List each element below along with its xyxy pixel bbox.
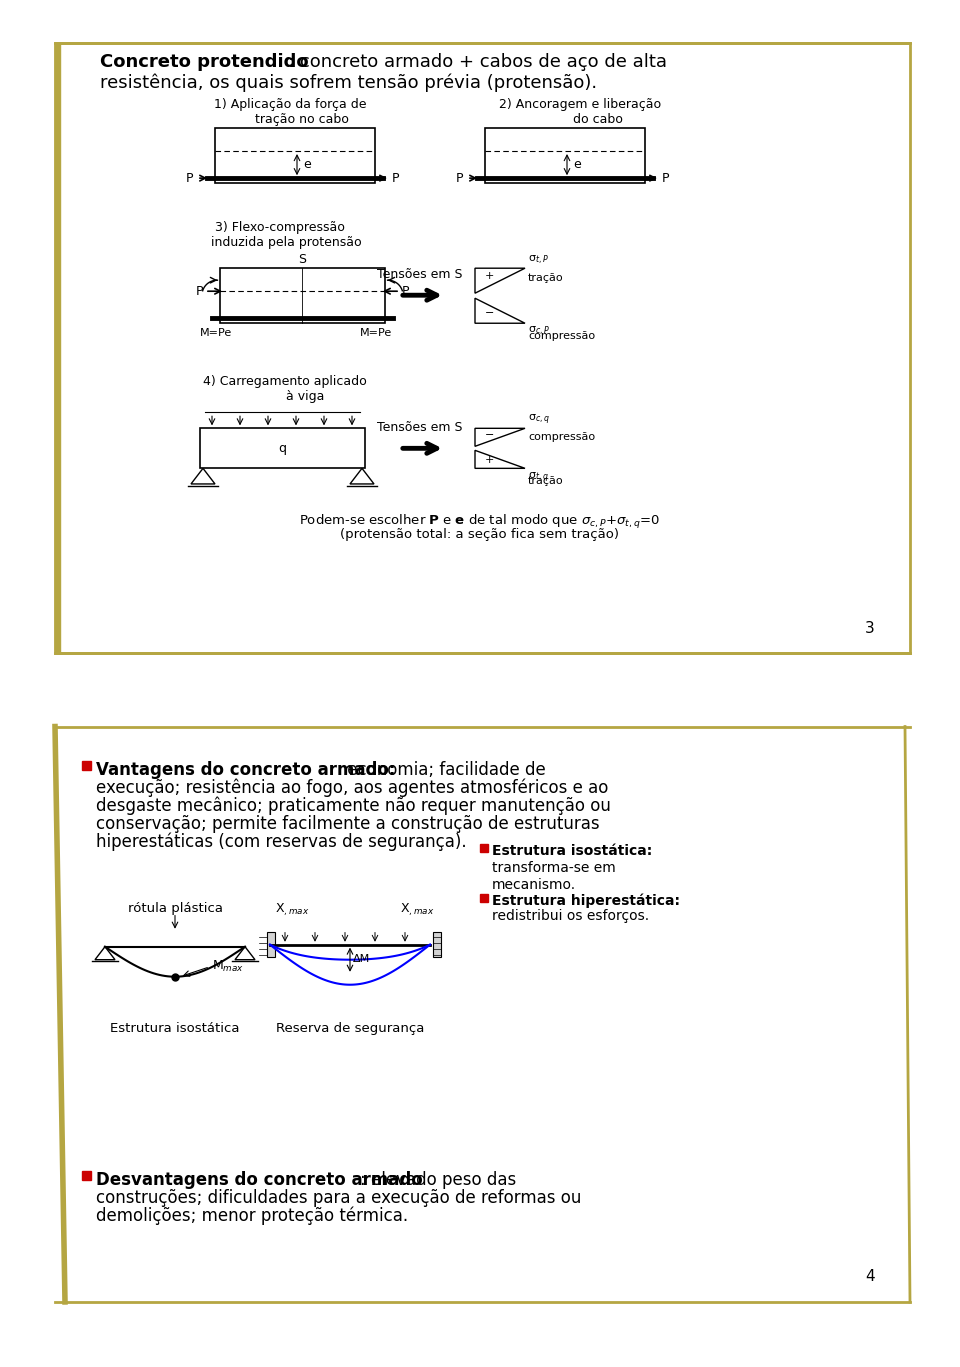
Text: 3) Flexo-compressão
   induzida pela protensão: 3) Flexo-compressão induzida pela proten… [199,221,361,249]
Text: desgaste mecânico; praticamente não requer manutenção ou: desgaste mecânico; praticamente não requ… [96,797,611,815]
Bar [480,894,488,902]
Text: 3: 3 [865,621,875,636]
Text: : elevado peso das: : elevado peso das [359,1172,516,1189]
Text: resistência, os quais sofrem tensão prévia (protensão).: resistência, os quais sofrem tensão prév… [100,72,597,92]
Bar [267,932,275,957]
Text: Estrutura isostática: Estrutura isostática [110,1021,240,1035]
Text: mecanismo.: mecanismo. [492,878,576,891]
Text: P: P [662,172,669,185]
Text: ΔM: ΔM [353,954,371,964]
Text: 4) Carregamento aplicado
          à viga: 4) Carregamento aplicado à viga [204,376,367,403]
Text: 1) Aplicação da força de
      tração no cabo: 1) Aplicação da força de tração no cabo [214,98,367,126]
Text: Reserva de segurança: Reserva de segurança [276,1021,424,1035]
Text: Tensões em S: Tensões em S [377,268,463,282]
Text: execução; resistência ao fogo, aos agentes atmosféricos e ao: execução; resistência ao fogo, aos agent… [96,779,609,797]
Text: P: P [455,172,463,185]
Text: Vantagens do concreto armado:: Vantagens do concreto armado: [96,760,396,779]
Bar [200,428,365,469]
Bar [215,128,375,183]
Text: Estrutura isostática:: Estrutura isostática: [492,843,652,857]
Polygon shape [350,469,374,484]
Text: Estrutura hiperestática:: Estrutura hiperestática: [492,894,680,908]
Text: P: P [402,284,410,298]
Bar [220,268,385,323]
Bar [485,128,645,183]
Text: −: − [485,308,494,319]
Text: economia; facilidade de: economia; facilidade de [343,760,546,779]
Text: construções; dificuldades para a execução de reformas ou: construções; dificuldades para a execuçã… [96,1189,582,1207]
Text: +: + [485,271,494,282]
Text: (protensão total: a seção fica sem tração): (protensão total: a seção fica sem traçã… [341,529,619,541]
Text: X$_{,max}$: X$_{,max}$ [275,902,309,919]
Bar [433,932,441,957]
Text: M=Pe: M=Pe [200,328,232,338]
Bar [480,843,488,852]
Text: tração: tração [528,273,564,283]
Text: e: e [303,157,311,171]
Polygon shape [95,947,115,960]
Text: σ$_{t,P}$: σ$_{t,P}$ [528,254,549,267]
Text: σ$_{t,q}$: σ$_{t,q}$ [528,470,549,485]
Text: S: S [298,253,306,267]
Text: P: P [185,172,193,185]
Text: tração: tração [528,476,564,487]
Text: Podem-se escolher $\mathbf{P}$ e $\mathbf{e}$ de tal modo que $\sigma_{c,P}$+$\s: Podem-se escolher $\mathbf{P}$ e $\mathb… [300,514,660,532]
Bar [82,760,91,770]
Text: demolições; menor proteção térmica.: demolições; menor proteção térmica. [96,1207,408,1225]
Text: hiperestáticas (com reservas de segurança).: hiperestáticas (com reservas de seguranç… [96,833,467,852]
Text: −: − [485,431,494,440]
Text: σ$_{c,P}$: σ$_{c,P}$ [528,325,550,339]
Text: Concreto protendido: Concreto protendido [100,53,308,71]
Text: P: P [196,284,203,298]
Text: +: + [485,455,494,465]
Text: redistribui os esforços.: redistribui os esforços. [492,909,649,923]
Text: compressão: compressão [528,331,595,342]
Text: P: P [392,172,399,185]
Text: M$_{max}$: M$_{max}$ [212,960,244,975]
Text: conservação; permite facilmente a construção de estruturas: conservação; permite facilmente a constr… [96,815,600,833]
Text: compressão: compressão [528,432,595,443]
Text: X$_{,max}$: X$_{,max}$ [400,902,434,919]
Text: : concreto armado + cabos de aço de alta: : concreto armado + cabos de aço de alta [288,53,667,71]
Text: q: q [278,442,286,455]
Polygon shape [235,947,255,960]
Text: transforma-se em: transforma-se em [492,861,615,875]
Text: σ$_{c,q}$: σ$_{c,q}$ [528,413,550,428]
Text: e: e [573,157,581,171]
Text: rótula plástica: rótula plástica [128,902,223,915]
Polygon shape [191,469,215,484]
Text: 2) Ancoragem e liberação
         do cabo: 2) Ancoragem e liberação do cabo [499,98,661,126]
Text: M=Pe: M=Pe [360,328,393,338]
Bar [82,1172,91,1180]
Bar [55,42,60,653]
Text: Desvantagens do concreto armado: Desvantagens do concreto armado [96,1172,422,1189]
FancyBboxPatch shape [55,42,910,653]
Text: Tensões em S: Tensões em S [377,421,463,435]
Text: 4: 4 [865,1270,875,1285]
